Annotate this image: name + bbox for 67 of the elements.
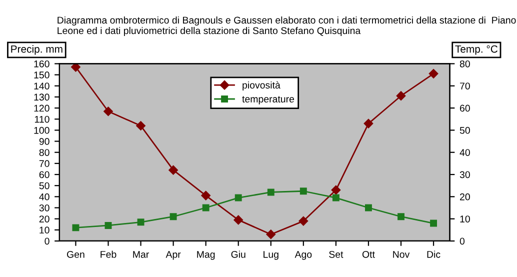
y-tick-label: 120 xyxy=(34,104,50,112)
y-tick-label: 10 xyxy=(40,226,50,234)
point xyxy=(332,194,340,202)
point xyxy=(364,118,374,128)
y-tick-label: 110 xyxy=(34,116,50,123)
legend-label: piovosità xyxy=(242,81,280,90)
point xyxy=(104,222,112,229)
point xyxy=(234,194,242,202)
y2-axis-title: Temp. °C xyxy=(455,45,498,55)
x-tick-label: Feb xyxy=(100,250,116,258)
y-tick-label: 150 xyxy=(34,72,50,78)
x-tick-label: Set xyxy=(329,250,344,258)
point xyxy=(201,190,210,200)
x-tick-label: Mar xyxy=(133,251,149,258)
point xyxy=(72,224,80,232)
x-tick-label: Dic xyxy=(427,250,440,258)
y-tick-label: 0 xyxy=(44,238,50,245)
point xyxy=(170,213,177,220)
y-tick-label: 30 xyxy=(39,204,50,212)
y2-tick-label: 40 xyxy=(460,149,470,156)
point xyxy=(136,121,146,130)
y-tick-label: 160 xyxy=(34,60,50,68)
point xyxy=(168,165,178,175)
x-tick-label: Mag xyxy=(197,251,215,260)
point xyxy=(398,213,404,220)
point xyxy=(365,204,372,212)
point xyxy=(396,91,406,100)
y2-tick-label: 0 xyxy=(460,238,465,245)
point xyxy=(298,216,308,226)
y-tick-label: 140 xyxy=(34,82,50,90)
y-tick-label: 50 xyxy=(39,182,50,190)
point xyxy=(267,188,274,196)
y-tick-label: 40 xyxy=(39,193,50,200)
y-tick-label: 20 xyxy=(39,216,50,222)
chart-title: Diagramma ombrotermico di Bagnouls e Gaussen elaborato con i dati termometrici della stazione di Piano Leone ed i dati pluviometrici della stazione di Santo Stefano Quisquina xyxy=(58,16,516,36)
y-tick-label: 100 xyxy=(34,126,50,134)
point xyxy=(300,188,307,195)
point xyxy=(202,204,210,212)
y2-tick-label: 20 xyxy=(460,193,470,200)
legend-label: temperature xyxy=(242,96,294,104)
x-tick-label: Ago xyxy=(294,251,312,260)
y-tick-label: 130 xyxy=(34,94,50,101)
point xyxy=(430,220,437,227)
y-tick-label: 80 xyxy=(39,149,50,156)
y-tick-label: 70 xyxy=(39,160,50,168)
point xyxy=(71,64,80,72)
y-tick-label: 60 xyxy=(39,171,50,178)
x-tick-label: Nov xyxy=(393,251,410,258)
point xyxy=(104,106,113,116)
y2-tick-label: 70 xyxy=(460,82,470,90)
x-tick-label: Apr xyxy=(166,251,181,260)
x-tick-label: Lug xyxy=(264,251,278,260)
point xyxy=(234,215,243,225)
point xyxy=(331,185,341,195)
y2-tick-label: 60 xyxy=(460,104,470,112)
x-tick-label: Ott xyxy=(362,250,375,258)
point xyxy=(428,69,438,78)
point xyxy=(137,218,144,226)
y2-tick-label: 10 xyxy=(460,216,470,222)
y-axis-title: Precip. mm xyxy=(11,45,62,55)
y2-tick-label: 50 xyxy=(460,126,470,134)
y2-tick-label: 30 xyxy=(460,171,470,178)
y2-tick-label: 80 xyxy=(460,60,470,68)
point xyxy=(266,230,276,239)
y-tick-label: 90 xyxy=(39,138,50,145)
x-tick-label: Giu xyxy=(231,250,246,258)
x-tick-label: Gen xyxy=(67,250,84,258)
